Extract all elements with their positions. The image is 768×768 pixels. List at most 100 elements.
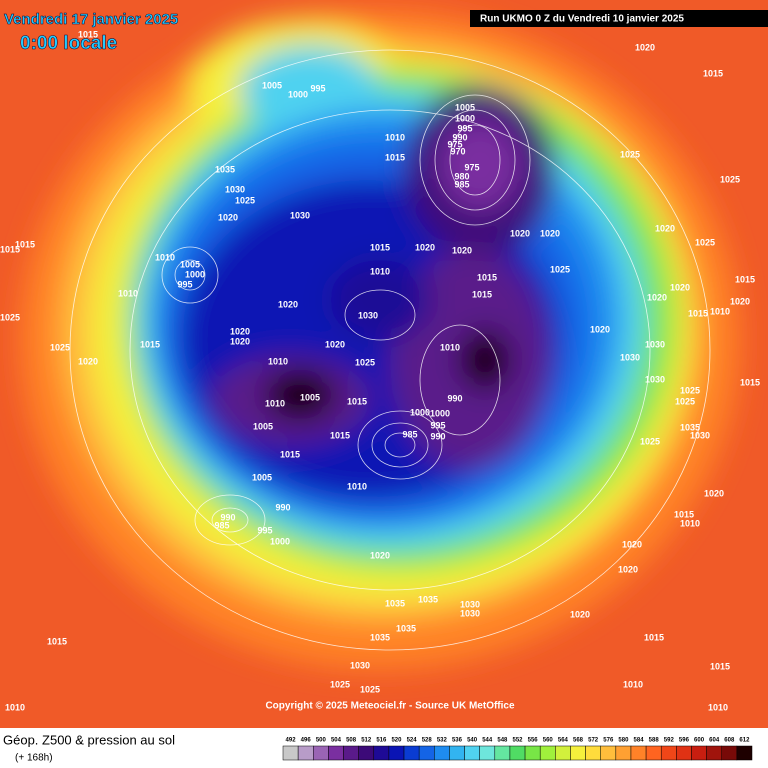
pressure-label: 1010 xyxy=(440,342,460,352)
scale-label: 556 xyxy=(528,738,539,744)
scale-label: 520 xyxy=(391,738,402,744)
scale-swatch xyxy=(585,745,601,761)
pressure-label: 1020 xyxy=(622,539,642,549)
scale-swatch xyxy=(464,745,480,761)
pressure-label: 1000 xyxy=(455,113,475,123)
pressure-label: 990 xyxy=(447,393,462,403)
pressure-label: 985 xyxy=(402,429,417,439)
pressure-label: 1020 xyxy=(452,245,472,255)
pressure-label: 975 xyxy=(464,162,479,172)
scale-label: 596 xyxy=(679,738,690,744)
scale-swatch xyxy=(297,745,314,761)
scale-label: 576 xyxy=(603,738,614,744)
pressure-label: 1020 xyxy=(730,296,750,306)
scale-swatch xyxy=(449,745,465,761)
pressure-label: 1010 xyxy=(708,702,728,712)
scale-swatch xyxy=(479,745,496,761)
pressure-label: 1020 xyxy=(218,212,238,222)
scale-swatch xyxy=(676,745,692,761)
pressure-label: 1025 xyxy=(680,385,700,395)
pressure-label: 1015 xyxy=(280,449,300,459)
pressure-label: 1030 xyxy=(358,310,378,320)
pressure-label: 1030 xyxy=(645,374,665,384)
pressure-label: 1015 xyxy=(47,636,67,646)
scale-swatch xyxy=(524,745,541,761)
pressure-label: 1025 xyxy=(640,436,660,446)
pressure-label: 1020 xyxy=(647,292,667,302)
pressure-label: 1005 xyxy=(262,80,282,90)
pressure-label: 970 xyxy=(450,146,465,156)
scale-swatch xyxy=(721,745,738,761)
scale-label: 604 xyxy=(709,738,720,744)
scale-swatch xyxy=(403,745,420,761)
scale-swatch xyxy=(434,745,450,761)
scale-swatch xyxy=(736,745,753,761)
pressure-label: 1030 xyxy=(290,210,310,220)
pressure-label: 1025 xyxy=(0,312,20,322)
pressure-label: 990 xyxy=(452,132,467,142)
scale-swatch xyxy=(494,745,511,761)
pressure-label: 1015 xyxy=(644,632,664,642)
pressure-label: 1025 xyxy=(330,679,350,689)
pressure-label: 1020 xyxy=(655,223,675,233)
pressure-label: 1000 xyxy=(410,407,430,417)
scale-label: 516 xyxy=(376,738,387,744)
color-scale: 492 496 500 504 508 512 516 520 524 528 532 536 540 5… xyxy=(282,738,753,761)
scale-swatch xyxy=(600,745,617,761)
scale-swatch xyxy=(691,745,707,761)
pressure-label: 1030 xyxy=(620,352,640,362)
scale-swatch xyxy=(539,745,556,761)
scale-label: 568 xyxy=(573,738,584,744)
footer-title: Géop. Z500 & pression au sol xyxy=(3,732,175,747)
scale-label: 572 xyxy=(588,738,599,744)
pressure-label: 995 xyxy=(310,83,325,93)
scale-swatch xyxy=(645,745,662,761)
run-info: Run UKMO 0 Z du Vendredi 10 janvier 2025 xyxy=(480,14,684,25)
pressure-label: 1020 xyxy=(635,42,655,52)
pressure-label: 1000 xyxy=(270,536,290,546)
scale-label: 608 xyxy=(724,738,735,744)
pressure-label: 1020 xyxy=(540,228,560,238)
pressure-label: 1000 xyxy=(185,269,205,279)
scale-label: 612 xyxy=(739,738,750,744)
pressure-label: 1030 xyxy=(690,430,710,440)
scale-label: 496 xyxy=(301,738,312,744)
scale-label: 588 xyxy=(649,738,660,744)
pressure-label: 1020 xyxy=(230,336,250,346)
pressure-label: 1015 xyxy=(703,68,723,78)
map: 1015102010151005100099510051000995990975… xyxy=(0,0,768,728)
pressure-label: 1015 xyxy=(0,244,20,254)
pressure-label: 1015 xyxy=(472,289,492,299)
pressure-label: 990 xyxy=(430,431,445,441)
pressure-label: 1025 xyxy=(720,174,740,184)
copyright: Copyright © 2025 Meteociel.fr - Source U… xyxy=(265,701,515,712)
pressure-label: 1010 xyxy=(710,306,730,316)
pressure-label: 1030 xyxy=(350,660,370,670)
scale-swatch xyxy=(343,745,359,761)
pressure-label: 975 xyxy=(447,139,462,149)
scale-swatch xyxy=(328,745,344,761)
pressure-label: 1010 xyxy=(155,252,175,262)
run-box xyxy=(470,10,768,27)
pressure-label: 1025 xyxy=(620,149,640,159)
pressure-label: 1025 xyxy=(50,342,70,352)
pressure-label: 1025 xyxy=(355,357,375,367)
scale-label: 540 xyxy=(467,738,478,744)
scale-label: 560 xyxy=(543,738,554,744)
scale-label: 536 xyxy=(452,738,463,744)
scale-label: 512 xyxy=(361,738,372,744)
pressure-label: 985 xyxy=(454,179,469,189)
pressure-label: 1020 xyxy=(415,242,435,252)
pressure-label: 1025 xyxy=(695,237,715,247)
pressure-label: 985 xyxy=(214,520,229,530)
scale-label: 600 xyxy=(694,738,705,744)
scale-label: 548 xyxy=(497,738,508,744)
pressure-label: 1005 xyxy=(455,102,475,112)
scale-label: 552 xyxy=(512,738,523,744)
scale-label: 524 xyxy=(407,738,418,744)
scale-label: 532 xyxy=(437,738,448,744)
scale-label: 508 xyxy=(346,738,357,744)
pressure-label: 1005 xyxy=(180,259,200,269)
